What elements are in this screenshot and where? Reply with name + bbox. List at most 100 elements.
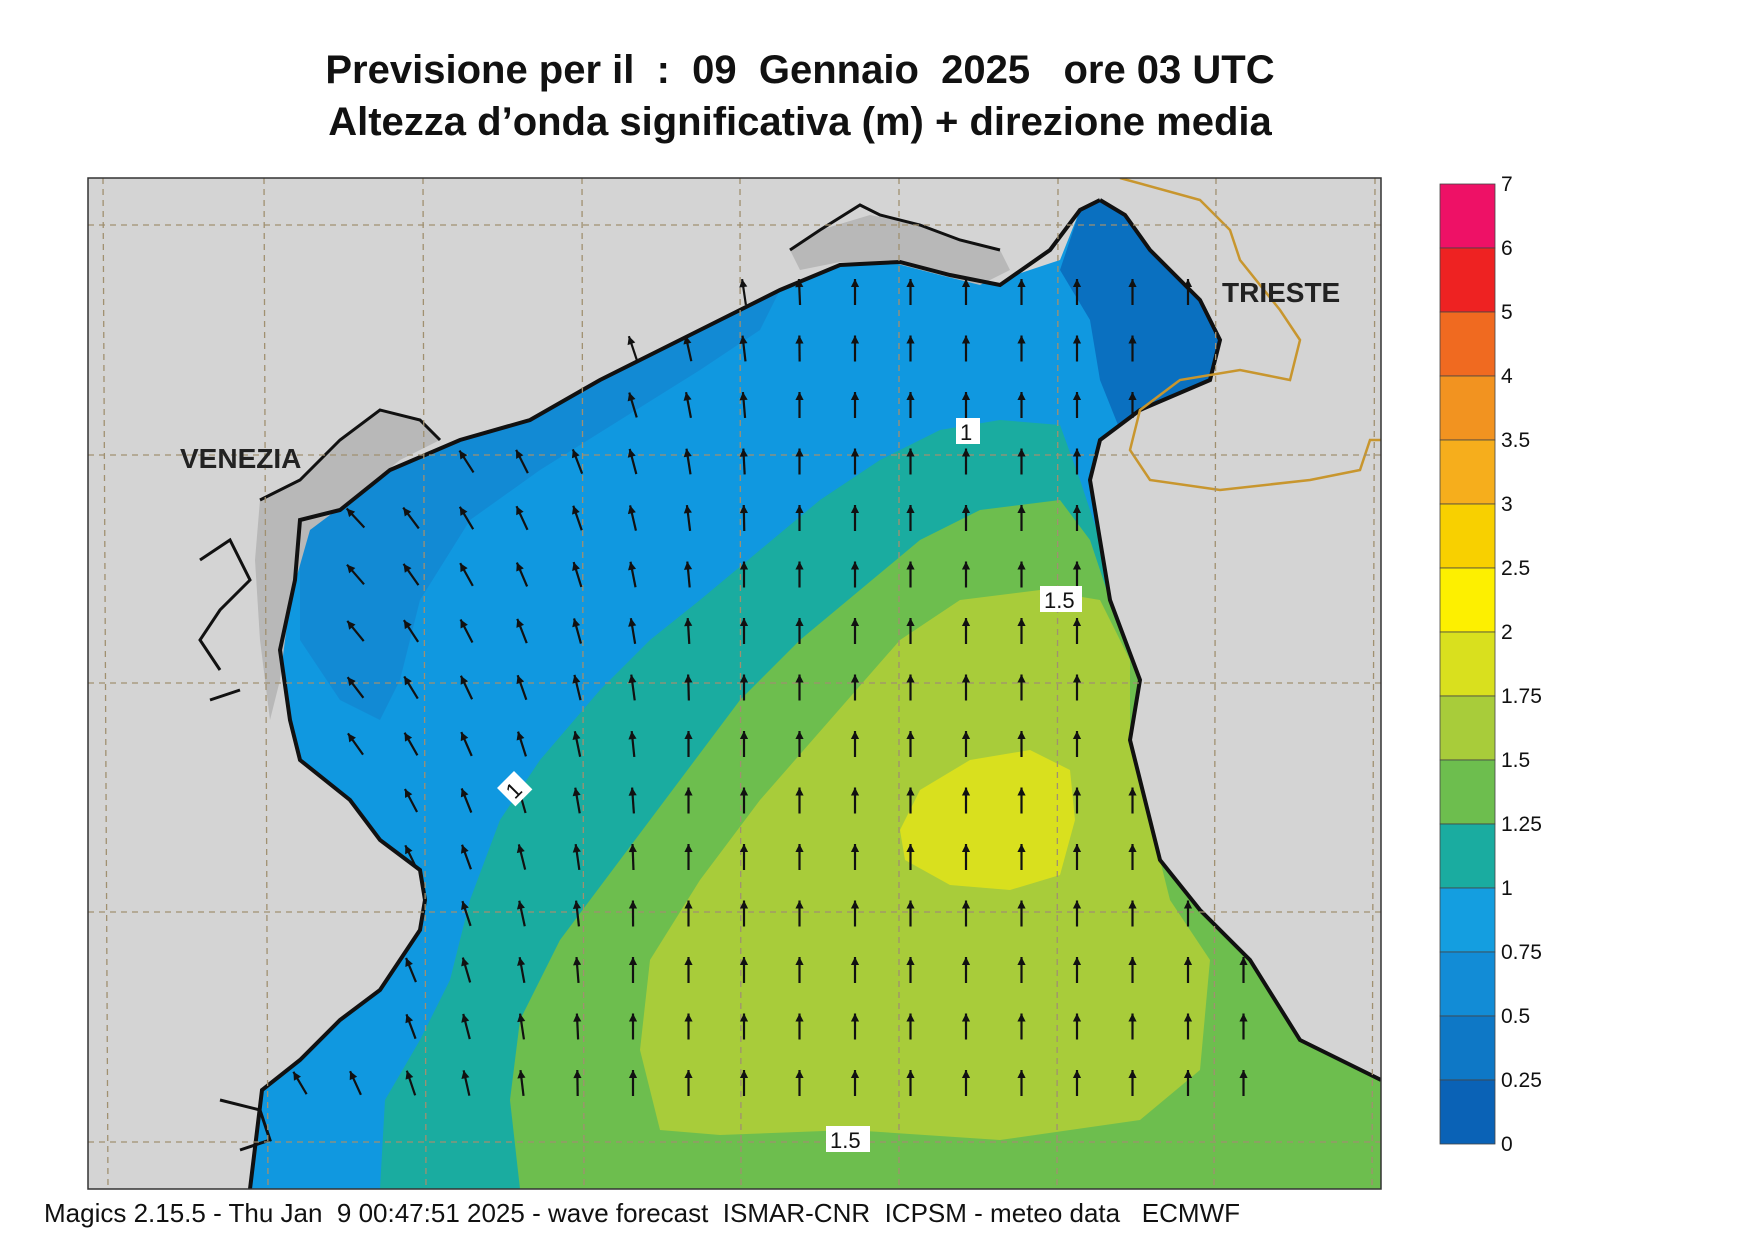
direction-arrow-head xyxy=(1072,618,1082,627)
legend-swatch xyxy=(1439,311,1496,377)
north-lagoon-outline xyxy=(789,203,1001,252)
direction-arrow-head xyxy=(961,505,971,514)
direction-arrow-head xyxy=(627,448,636,458)
direction-arrow-head xyxy=(906,1013,915,1022)
direction-arrow-head xyxy=(516,562,524,572)
lagoon xyxy=(255,410,440,720)
direction-arrow-head xyxy=(573,957,582,966)
direction-arrow-head xyxy=(850,448,860,457)
footer-credits: Magics 2.15.5 - Thu Jan 9 00:47:51 2025 … xyxy=(44,1198,1240,1228)
direction-arrow-head xyxy=(684,618,693,627)
direction-arrow-head xyxy=(1017,844,1026,853)
direction-arrow-head xyxy=(1128,279,1137,288)
direction-arrow-head xyxy=(1017,392,1026,401)
direction-arrow-head xyxy=(684,674,693,683)
direction-arrow-head xyxy=(684,731,693,740)
direction-arrow-head xyxy=(1183,1013,1193,1022)
direction-arrow-head xyxy=(516,449,524,459)
direction-arrow-head xyxy=(459,450,468,460)
legend-label: 6 xyxy=(1501,237,1513,260)
direction-arrow-head xyxy=(850,279,860,288)
direction-arrow-head xyxy=(1072,392,1082,401)
direction-arrow-head xyxy=(572,731,581,740)
direction-arrow-head xyxy=(1072,1013,1082,1022)
direction-arrow-head xyxy=(1072,561,1082,570)
direction-arrow-head xyxy=(628,561,637,571)
title-line-2: Altezza d’onda significativa (m) + direz… xyxy=(328,100,1272,144)
direction-arrow-head xyxy=(346,564,356,574)
direction-arrow-head xyxy=(795,448,804,457)
direction-arrow-head xyxy=(906,618,915,627)
direction-arrows xyxy=(292,278,1248,1097)
direction-arrow-head xyxy=(850,561,860,570)
direction-arrow-head xyxy=(628,618,637,627)
direction-arrow-head xyxy=(1128,844,1137,853)
legend-label: 3 xyxy=(1501,493,1513,516)
land-east xyxy=(1090,178,1381,1080)
direction-arrow-head xyxy=(906,1070,915,1079)
legend-swatch xyxy=(1439,375,1496,441)
direction-arrow-head xyxy=(571,449,580,459)
direction-arrow-head xyxy=(1072,448,1082,457)
direction-arrow-head xyxy=(739,505,748,514)
direction-arrow-head xyxy=(516,844,525,854)
direction-arrow-head xyxy=(1128,392,1137,401)
direction-arrow-head xyxy=(795,505,804,514)
direction-arrow-head xyxy=(405,845,413,855)
direction-arrow-head xyxy=(961,957,971,966)
direction-arrow-head xyxy=(460,619,468,629)
direction-arrow-head xyxy=(906,900,915,909)
direction-arrow-head xyxy=(739,844,749,853)
direction-arrow-head xyxy=(627,336,636,346)
direction-arrow-head xyxy=(1017,674,1026,683)
direction-arrow-head xyxy=(1017,505,1026,514)
svg-text:1.5: 1.5 xyxy=(830,1128,861,1153)
legend-label: 0.25 xyxy=(1501,1069,1542,1092)
direction-arrow-head xyxy=(906,674,915,683)
direction-arrow-head xyxy=(517,1013,526,1023)
legend-label: 2.5 xyxy=(1501,557,1530,580)
direction-arrow-head xyxy=(1017,900,1026,909)
direction-arrow-head xyxy=(961,561,971,570)
direction-arrow-head xyxy=(683,335,692,345)
direction-arrow-head xyxy=(1183,1070,1193,1079)
direction-arrow-head xyxy=(684,844,693,853)
direction-arrow-head xyxy=(1072,505,1082,514)
direction-arrow-head xyxy=(795,335,804,344)
direction-arrow-head xyxy=(1017,618,1026,627)
direction-arrow-head xyxy=(516,618,524,628)
direction-arrow-head xyxy=(795,1013,804,1022)
direction-arrow-head xyxy=(347,677,356,687)
direction-arrow-head xyxy=(683,392,692,401)
direction-arrow-head xyxy=(850,957,860,966)
direction-arrow-head xyxy=(1017,957,1026,966)
direction-arrow-head xyxy=(1017,731,1026,740)
direction-arrow-head xyxy=(795,674,804,683)
direction-arrow-head xyxy=(961,674,971,683)
direction-arrow-head xyxy=(572,900,582,909)
direction-arrow-head xyxy=(739,787,749,796)
direction-arrow-head xyxy=(1128,335,1137,344)
border-line xyxy=(1119,178,1381,492)
direction-arrow-head xyxy=(461,901,469,911)
direction-arrow-head xyxy=(961,1070,971,1079)
direction-arrow-head xyxy=(961,335,971,344)
direction-arrow-head xyxy=(459,506,468,516)
coastline-west xyxy=(248,198,1101,1189)
direction-arrow-head xyxy=(516,900,525,910)
sea-band-175 xyxy=(900,750,1075,890)
direction-arrow-head xyxy=(347,733,356,743)
direction-arrow-head xyxy=(572,674,581,684)
direction-arrow-head xyxy=(1239,1070,1248,1079)
direction-arrow-head xyxy=(961,618,971,627)
direction-arrow-head xyxy=(739,618,749,627)
direction-arrow-head xyxy=(961,279,971,288)
direction-arrow-head xyxy=(628,1070,638,1079)
direction-arrow-head xyxy=(683,448,692,458)
legend-swatch xyxy=(1439,631,1496,697)
direction-arrow-head xyxy=(405,957,413,967)
direction-arrow-head xyxy=(684,957,693,966)
direction-arrow-head xyxy=(517,1070,526,1079)
direction-arrow-head xyxy=(739,1013,749,1022)
northern-lagoon xyxy=(790,215,1010,285)
